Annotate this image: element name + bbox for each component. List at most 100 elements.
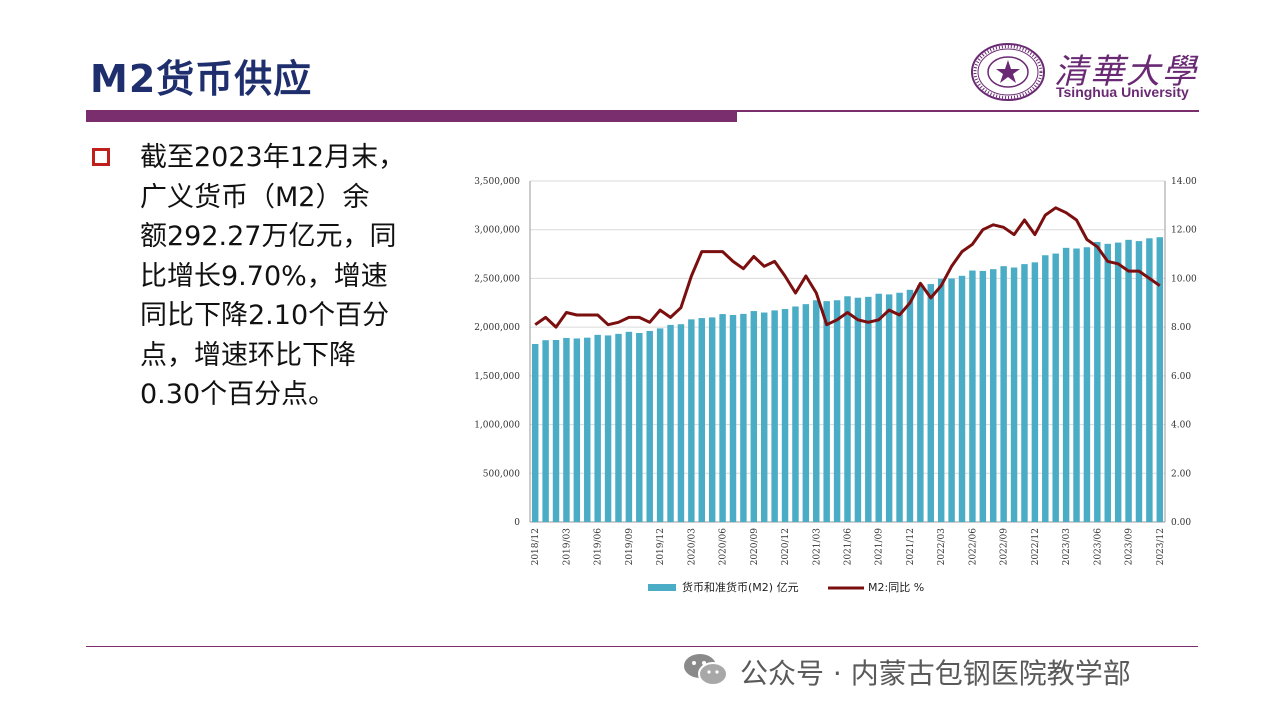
bullet-line: 广义货币（M2）余 [140,181,370,213]
bar [688,319,695,522]
bar [1125,239,1132,522]
bar [1042,255,1049,522]
bar [1073,248,1080,522]
bar [1104,243,1111,522]
bar [615,333,622,522]
title-accent-bar [86,110,737,122]
x-tick-label: 2023/06 [1093,528,1103,566]
logo-english-text: Tsinghua University [1056,84,1189,100]
bar [1135,241,1143,522]
bar [771,310,778,522]
bullet-line: 额292.27万亿元，同 [140,221,397,252]
bar [917,285,924,522]
bullet-line: 0.30个百分点。 [140,379,336,410]
x-tick-label: 2022/03 [937,528,947,566]
x-tick-label: 2021/03 [812,528,822,566]
bar [958,275,966,522]
x-tick-label: 2023/09 [1125,528,1135,566]
bullet-line: 点，增速环比下降 [140,339,356,371]
bar [667,324,674,522]
x-tick-label: 2023/03 [1062,528,1072,566]
x-tick-label: 2021/09 [875,528,885,566]
bullet-line: 比增长9.70%，增速 [140,260,388,292]
bar [698,318,705,522]
bar [646,330,653,522]
x-tick-label: 2022/06 [968,528,978,566]
y-right-tick-label: 14.00 [1171,177,1197,187]
bar [885,294,893,522]
bar [948,278,955,522]
bar [594,334,601,522]
bar [750,311,758,522]
legend-swatch-bar [648,584,676,591]
bar [708,317,716,522]
bar [1062,247,1070,522]
bar [542,340,549,522]
bar [875,293,882,522]
y-right-tick-label: 2.00 [1171,469,1191,479]
bar [1094,241,1101,522]
hollow-square-bullet-icon [92,148,110,166]
bar [1031,262,1039,522]
bar [823,301,830,522]
x-tick-label: 2021/06 [844,528,854,566]
y-left-tick-label: 3,500,000 [474,177,520,187]
y-left-tick-label: 1,000,000 [474,421,520,431]
bar [937,278,945,522]
x-tick-label: 2020/03 [687,528,697,566]
bullet-line: 截至2023年12月末， [140,142,406,173]
legend-label: 货币和准货币(M2) 亿元 [682,580,799,594]
series-line [534,206,1161,329]
bar [1146,238,1153,522]
bar [854,297,862,522]
watermark-text: 公众号 · 内蒙古包钢医院教学部 [740,657,1131,690]
bullet-paragraph: 截至2023年12月末， 广义货币（M2）余 额292.27万亿元，同 比增长9… [140,138,440,415]
x-tick-label: 2018/12 [531,528,541,565]
bar [656,328,664,522]
bar [604,335,612,522]
bar [1052,253,1059,522]
x-tick-label: 2019/09 [625,528,635,566]
bar [760,312,768,522]
bar [1021,264,1028,522]
tsinghua-logo: 清華大學 Tsinghua University [970,42,1200,102]
y-right-tick-label: 8.00 [1171,323,1191,333]
y-right-tick-label: 12.00 [1171,226,1197,236]
bar [1083,247,1091,522]
bar [1156,237,1164,522]
legend-label: M2:同比 % [868,581,924,594]
bar [802,304,810,522]
footer-divider-line [86,646,1198,647]
bar [563,337,570,522]
y-left-tick-label: 500,000 [483,469,520,479]
y-left-tick-label: 3,000,000 [474,226,520,236]
x-tick-label: 2022/09 [1000,528,1010,566]
bar [990,269,997,522]
x-tick-label: 2020/06 [719,528,729,566]
page-title: M2货币供应 [90,57,313,101]
bar [552,340,560,522]
x-tick-label: 2023/12 [1156,528,1166,565]
y-right-tick-label: 10.00 [1171,274,1197,284]
logo-chinese-text: 清華大學 [1054,52,1198,92]
bar [573,338,581,522]
tsinghua-seal-icon [971,43,1045,101]
y-right-tick-label: 6.00 [1171,372,1191,382]
bullet-line: 同比下降2.10个百分 [140,300,390,331]
bar [625,331,633,522]
wechat-icon [684,654,728,686]
bar [844,296,851,522]
bar [833,300,841,522]
bar [969,270,976,522]
bar [1010,267,1018,522]
y-left-tick-label: 1,500,000 [474,372,520,382]
bar [781,309,789,522]
bar [927,284,935,522]
bar [792,306,799,522]
x-tick-label: 2021/12 [906,528,916,565]
m2-chart: 0 500,000 1,000,000 1,500,000 2,000,000 2,500… [474,177,1197,594]
x-tick-label: 2020/09 [750,528,760,566]
title-divider-line [737,110,1199,112]
y-left-tick-label: 2,000,000 [474,323,520,333]
y-left-tick-label: 2,500,000 [474,274,520,284]
